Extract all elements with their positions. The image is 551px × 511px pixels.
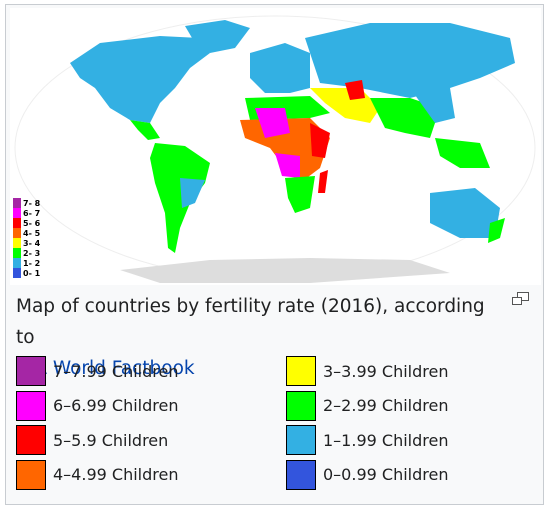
legend-item: 3–3.99 Children xyxy=(286,356,448,386)
congo xyxy=(275,153,300,178)
legend-item: 5–5.9 Children xyxy=(16,425,168,455)
central-america xyxy=(130,120,160,140)
fertility-map[interactable]: 7- 86- 75- 64- 53- 42- 31- 20- 1 xyxy=(10,8,541,285)
legend-swatch xyxy=(286,425,316,455)
legend-item: 7–7.99 Children xyxy=(16,356,178,386)
inset-swatch xyxy=(13,248,21,258)
east-africa xyxy=(310,123,330,158)
inset-label: 4- 5 xyxy=(23,229,41,238)
inset-swatch xyxy=(13,198,21,208)
inset-swatch xyxy=(13,208,21,218)
madagascar xyxy=(318,170,328,193)
legend-label: 7–7.99 Children xyxy=(53,361,179,381)
south-america xyxy=(150,143,210,253)
se-asia xyxy=(435,138,490,168)
afghanistan xyxy=(345,80,365,100)
australia xyxy=(430,188,500,238)
east-asia xyxy=(410,88,455,123)
legend-label: 4–4.99 Children xyxy=(53,465,179,484)
legend-label: 0–0.99 Children xyxy=(323,465,449,484)
legend-label: 5–5.9 Children xyxy=(53,430,169,450)
inset-swatch xyxy=(13,228,21,238)
inset-legend: 7- 86- 75- 64- 53- 42- 31- 20- 1 xyxy=(13,198,41,278)
south-asia xyxy=(370,98,440,138)
inset-swatch xyxy=(13,218,21,228)
legend-item: 4–4.99 Children xyxy=(16,459,179,490)
legend-item: 2–2.99 Children xyxy=(286,390,449,421)
inset-label: 3- 4 xyxy=(23,239,41,248)
legend-item: 6–6.99 Children xyxy=(16,390,179,421)
inset-label: 7- 8 xyxy=(23,199,41,208)
inset-label: 2- 3 xyxy=(23,249,40,258)
legend-swatch xyxy=(286,390,316,421)
inset-label: 1- 2 xyxy=(23,259,40,268)
legend-label: 3–3.99 Children xyxy=(323,361,449,381)
legend-swatch xyxy=(16,425,46,455)
legend-label: 6–6.99 Children xyxy=(53,396,179,415)
inset-label: 6- 7 xyxy=(23,209,40,218)
south-africa xyxy=(285,176,315,213)
inset-swatch xyxy=(13,258,21,268)
legend-swatch xyxy=(16,390,46,421)
legend-swatch xyxy=(286,356,316,386)
central-africa xyxy=(240,118,330,183)
caption-text: Map of countries by fertility rate (2016… xyxy=(16,296,485,348)
legend-swatch xyxy=(286,459,316,490)
new-zealand xyxy=(488,218,505,243)
antarctica xyxy=(120,258,450,283)
north-america xyxy=(70,36,210,123)
legend-label: 1–1.99 Children xyxy=(323,430,449,450)
caption-link[interactable]: CIA World Factbook xyxy=(16,358,195,379)
inset-swatch xyxy=(13,268,21,278)
enlarge-icon[interactable] xyxy=(512,292,530,306)
legend-label: 2–2.99 Children xyxy=(323,396,449,415)
south-america-blue xyxy=(180,178,205,208)
asia-north xyxy=(305,23,515,98)
legend-swatch xyxy=(16,459,46,490)
legend-swatch xyxy=(16,356,46,386)
legend-item: 1–1.99 Children xyxy=(286,425,448,455)
sahel xyxy=(255,108,290,138)
europe xyxy=(250,43,310,93)
inset-swatch xyxy=(13,238,21,248)
caption: Map of countries by fertility rate (2016… xyxy=(16,291,506,384)
inset-label: 5- 6 xyxy=(23,219,41,228)
legend-item: 0–0.99 Children xyxy=(286,459,449,490)
inset-label: 0- 1 xyxy=(23,269,41,278)
greenland xyxy=(185,20,250,53)
figure: 7- 8 6- 7 5- 6 4- 5 3- 4 2- 3 1- 2 0- 1 Map of … xyxy=(5,4,544,505)
